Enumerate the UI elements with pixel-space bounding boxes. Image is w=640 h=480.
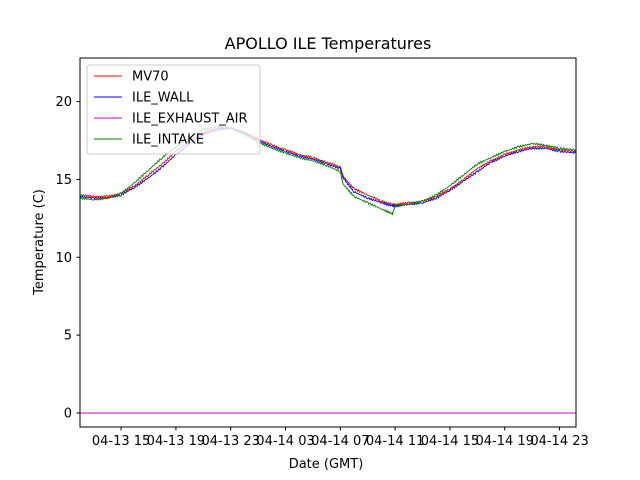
x-axis-label: Date (GMT) — [289, 457, 364, 472]
plot-frame — [79, 57, 577, 428]
x-tick-label: 04-14 23 — [530, 434, 588, 449]
legend-label: ILE_EXHAUST_AIR — [132, 112, 248, 127]
y-axis: 0 5 10 15 20 — [55, 95, 80, 421]
legend: MV70 ILE_WALL ILE_EXHAUST_AIR ILE_INTAKE — [86, 64, 261, 155]
series-line-ile-intake — [79, 125, 577, 216]
y-tick-label: 20 — [55, 95, 72, 110]
x-tick-label: 04-14 03 — [256, 434, 314, 449]
x-tick-label: 04-13 19 — [147, 434, 205, 449]
x-tick-label: 04-14 07 — [311, 434, 369, 449]
y-tick-label: 0 — [64, 406, 72, 421]
y-tick-label: 5 — [64, 329, 72, 344]
x-tick-label: 04-14 15 — [421, 434, 479, 449]
legend-label: ILE_INTAKE — [132, 133, 204, 148]
series-line-ile-wall — [79, 127, 577, 208]
y-axis-label: Temperature (C) — [32, 189, 47, 296]
x-tick-label: 04-13 15 — [92, 434, 150, 449]
x-tick-label: 04-14 11 — [366, 434, 424, 449]
chart-title: APOLLO ILE Temperatures — [225, 34, 432, 53]
y-tick-label: 10 — [55, 251, 72, 266]
x-tick-label: 04-14 19 — [476, 434, 534, 449]
x-tick-label: 04-13 23 — [201, 434, 259, 449]
series-line-mv70 — [79, 126, 577, 207]
series-layer — [79, 125, 577, 414]
y-tick-label: 15 — [55, 173, 72, 188]
plot-area — [79, 57, 577, 428]
legend-frame — [86, 64, 261, 155]
legend-label: ILE_WALL — [132, 91, 194, 106]
legend-label: MV70 — [132, 70, 169, 85]
